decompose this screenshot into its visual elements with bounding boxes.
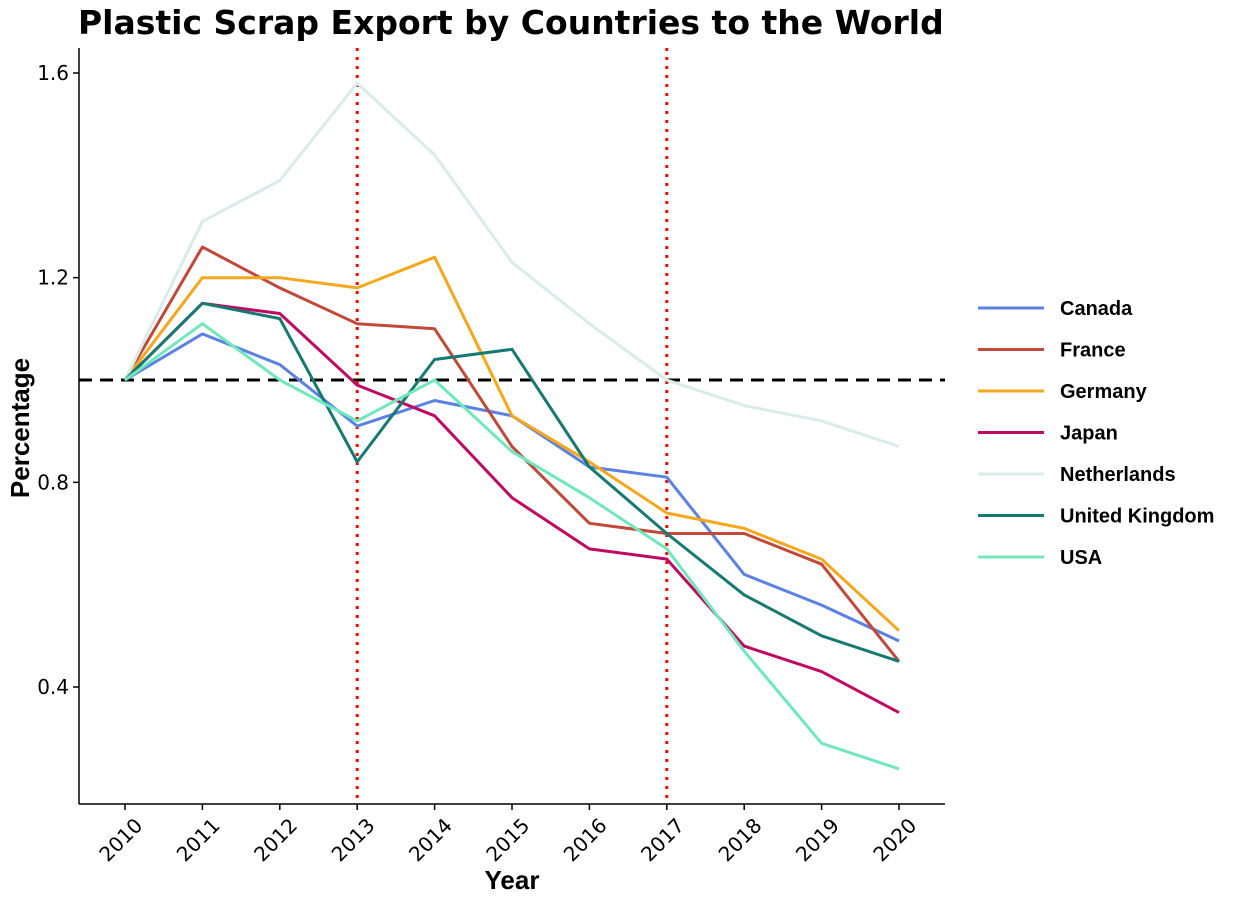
x-tick-label: 2016	[559, 813, 612, 866]
x-tick-label: 2020	[868, 813, 921, 866]
x-tick-label: 2012	[249, 813, 302, 866]
legend-label: Japan	[1060, 423, 1118, 445]
x-tick-label: 2013	[327, 813, 380, 866]
y-tick-label: 1.2	[37, 266, 69, 290]
y-axis-title: Percentage	[5, 358, 35, 498]
chart-title: Plastic Scrap Export by Countries to the…	[78, 3, 944, 42]
legend-label: Netherlands	[1060, 464, 1176, 486]
x-tick-label: 2010	[94, 813, 147, 866]
axes	[78, 48, 945, 805]
y-tick-label: 0.8	[37, 470, 69, 494]
x-tick-label: 2017	[636, 813, 689, 866]
legend-label: USA	[1060, 547, 1102, 569]
series-line-japan	[123, 301, 900, 714]
x-tick-label: 2018	[714, 813, 767, 866]
reference-lines	[79, 48, 945, 804]
x-ticks: 2010 2011 2012 2013 2014 2015 2016 2017 2018 2019…	[94, 804, 921, 866]
x-tick-label: 2014	[404, 813, 457, 866]
y-tick-label: 1.6	[37, 61, 69, 85]
series-line-united-kingdom	[123, 301, 900, 663]
series-line-usa	[124, 322, 900, 771]
legend-label: Germany	[1060, 381, 1148, 403]
y-ticks: 0.4 0.8 1.2 1.6	[37, 61, 79, 699]
series-line-netherlands	[123, 81, 900, 448]
y-tick-label: 0.4	[37, 675, 69, 699]
x-tick-label: 2011	[172, 813, 225, 866]
x-axis-title: Year	[485, 865, 540, 895]
legend: Canada France Germany Japan Netherlands Unite…	[978, 298, 1214, 569]
series-line-germany	[123, 255, 901, 632]
series-line-france	[123, 245, 901, 663]
x-tick-label: 2015	[481, 813, 534, 866]
x-tick-label: 2019	[791, 813, 844, 866]
legend-label: France	[1060, 340, 1126, 362]
legend-label: United Kingdom	[1060, 506, 1214, 528]
legend-label: Canada	[1060, 298, 1133, 320]
series-lines	[123, 81, 901, 771]
